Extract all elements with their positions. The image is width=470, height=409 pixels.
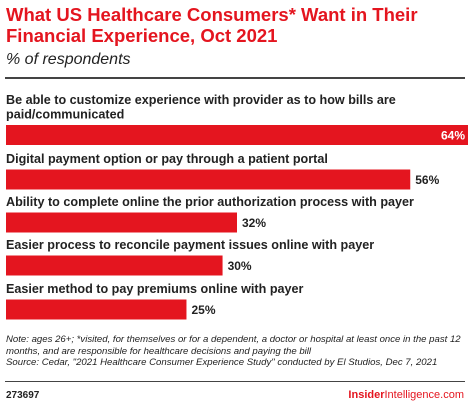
bar <box>6 255 223 276</box>
chart-id: 273697 <box>6 390 40 401</box>
bar-chart: Be able to customize experience with pro… <box>6 93 468 320</box>
chart-subtitle: % of respondents <box>6 51 131 68</box>
note-text: Note: ages 26+; *visited, for themselves… <box>6 334 461 357</box>
bar <box>6 125 468 145</box>
chart-note: Note: ages 26+; *visited, for themselves… <box>6 334 468 369</box>
brand-bold: Insider <box>348 389 385 401</box>
bar <box>6 212 237 233</box>
value-label: 30% <box>228 259 252 273</box>
value-label: 64% <box>441 129 465 143</box>
value-label: 32% <box>242 216 266 230</box>
category-label: Digital payment option or pay through a … <box>6 152 328 166</box>
brand-logo: InsiderIntelligence.com <box>348 389 464 401</box>
value-label: 25% <box>191 303 215 317</box>
category-label: Ability to complete online the prior aut… <box>6 195 414 209</box>
source-text: Source: Cedar, "2021 Healthcare Consumer… <box>6 357 438 368</box>
category-label: Easier process to reconcile payment issu… <box>6 238 374 252</box>
bottom-divider <box>5 381 465 382</box>
category-label: Be able to customize experience with pro… <box>6 93 396 122</box>
bar <box>6 169 411 190</box>
value-label: 56% <box>415 173 439 187</box>
brand-light: Intelligence <box>384 389 441 401</box>
category-label: Easier method to pay premiums online wit… <box>6 282 304 296</box>
top-divider <box>5 77 465 79</box>
bar <box>6 299 187 320</box>
brand-suffix: .com <box>440 389 464 401</box>
chart-title: What US Healthcare Consumers* Want in Th… <box>6 4 418 46</box>
